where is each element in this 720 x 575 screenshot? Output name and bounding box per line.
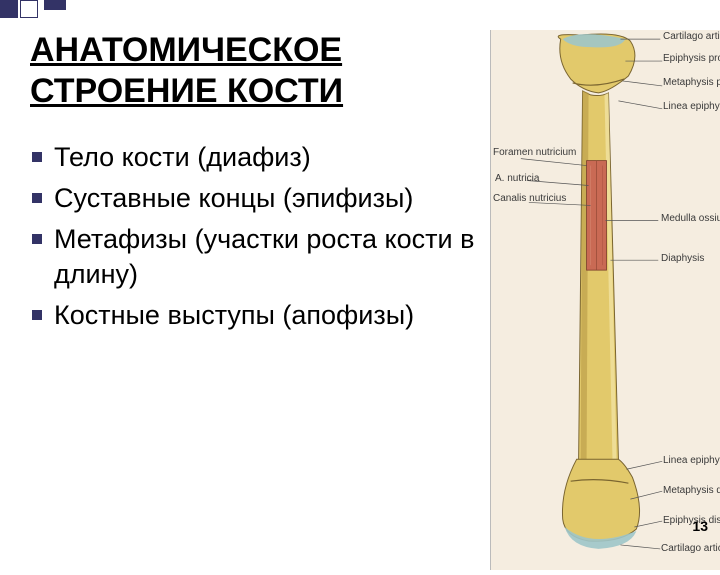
fig-label: Metaphysis proximalis <box>663 78 720 89</box>
fig-label: Canalis nutricius <box>493 194 541 205</box>
bullet-item: Тело кости (диафиз) <box>30 140 480 175</box>
slide-main: АНАТОМИЧЕСКОЕ СТРОЕНИЕ КОСТИ Тело кости … <box>0 0 720 540</box>
slide-title: АНАТОМИЧЕСКОЕ СТРОЕНИЕ КОСТИ <box>30 30 480 112</box>
bullet-item: Метафизы (участки роста кости в длину) <box>30 222 480 292</box>
fig-label: A. nutricia <box>495 174 539 185</box>
bullet-item: Костные выступы (апофизы) <box>30 298 480 333</box>
bone-figure: Cartilago articularis Epiphysis proximal… <box>490 30 720 570</box>
fig-label: Cartilago articularis <box>663 32 720 43</box>
fig-label: Epiphysis proximalis <box>663 54 720 65</box>
page-number: 13 <box>692 518 708 534</box>
bullet-item: Суставные концы (эпифизы) <box>30 181 480 216</box>
bullet-list: Тело кости (диафиз) Суставные концы (эпи… <box>30 140 480 333</box>
text-content: АНАТОМИЧЕСКОЕ СТРОЕНИЕ КОСТИ Тело кости … <box>30 30 490 540</box>
fig-label: Linea epiphysialis <box>663 102 720 113</box>
fig-label: Medulla ossium <box>661 214 720 225</box>
fig-label: Diaphysis <box>661 254 704 265</box>
fig-label: Linea epiphysialis <box>663 456 720 467</box>
corner-decoration <box>0 0 66 18</box>
fig-label: Cartilago articularis <box>661 544 720 555</box>
fig-label: Metaphysis distalis <box>663 486 720 497</box>
fig-label: Foramen nutricium <box>493 148 541 159</box>
